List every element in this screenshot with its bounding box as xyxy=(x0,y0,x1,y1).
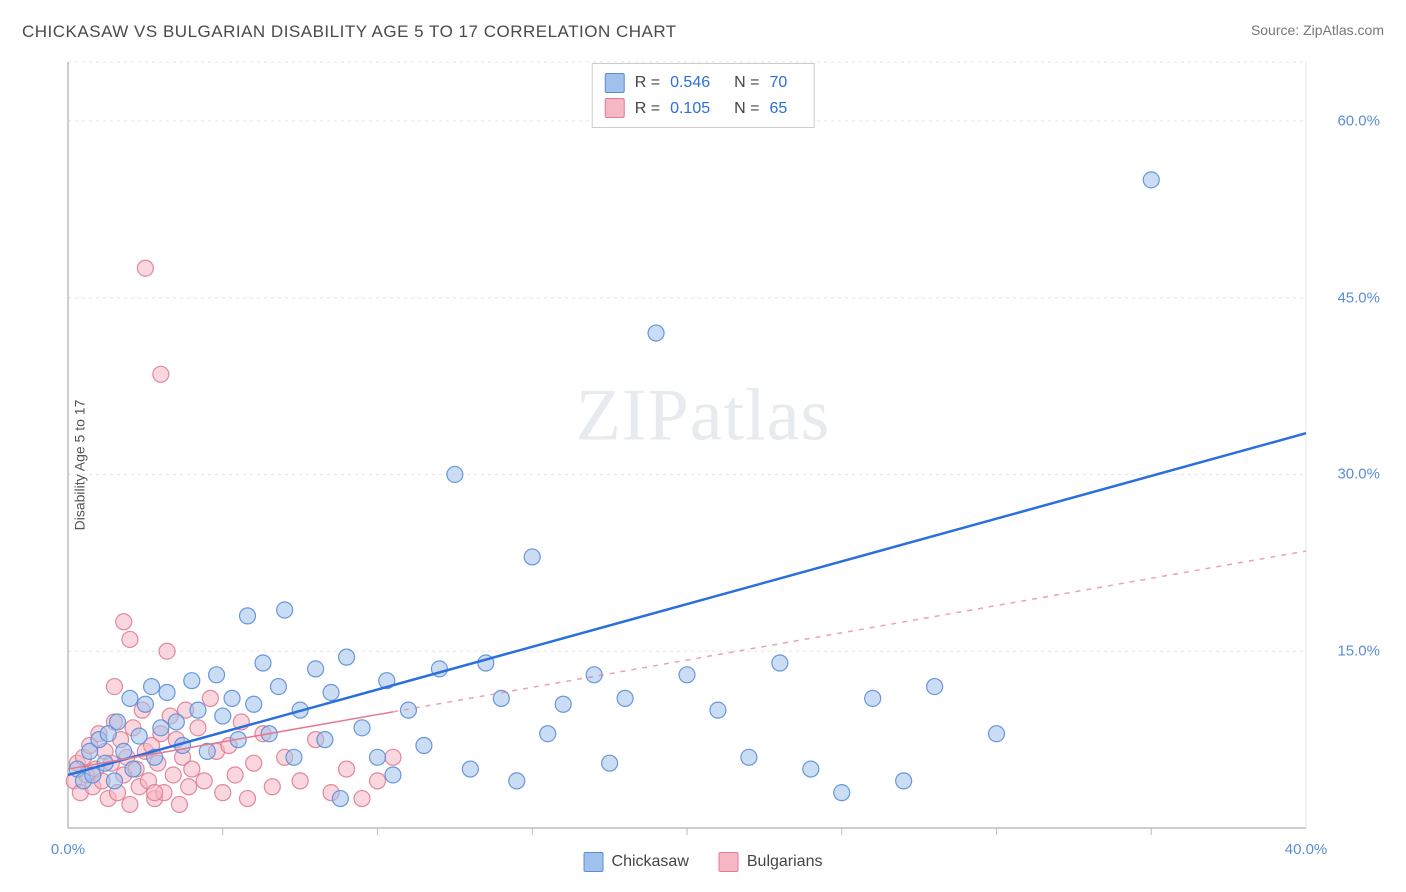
n-label: N = xyxy=(734,70,759,96)
legend-item-chickasaw: Chickasaw xyxy=(584,852,689,872)
y-tick-label: 30.0% xyxy=(1337,466,1380,483)
n-label: N = xyxy=(734,96,759,122)
n-value-chickasaw: 70 xyxy=(769,70,787,96)
r-label: R = xyxy=(635,70,660,96)
source-label: Source: xyxy=(1251,22,1299,38)
swatch-bulgarians xyxy=(719,852,739,872)
source-name: ZipAtlas.com xyxy=(1303,22,1384,38)
source-attribution: Source: ZipAtlas.com xyxy=(1251,22,1384,38)
legend-label-chickasaw: Chickasaw xyxy=(612,853,689,871)
stats-legend: R = 0.546 N = 70 R = 0.105 N = 65 xyxy=(592,63,815,128)
y-tick-label: 45.0% xyxy=(1337,289,1380,306)
y-tick-label: 60.0% xyxy=(1337,112,1380,129)
chart-container: Disability Age 5 to 17 ZIPatlas R = 0.54… xyxy=(20,58,1386,872)
n-value-bulgarians: 65 xyxy=(769,96,787,122)
chart-title: CHICKASAW VS BULGARIAN DISABILITY AGE 5 … xyxy=(22,22,677,42)
swatch-bulgarians xyxy=(605,98,625,118)
swatch-chickasaw xyxy=(584,852,604,872)
legend-item-bulgarians: Bulgarians xyxy=(719,852,823,872)
scatter-plot xyxy=(20,58,1386,872)
y-tick-label: 15.0% xyxy=(1337,643,1380,660)
r-value-chickasaw: 0.546 xyxy=(670,70,710,96)
legend-label-bulgarians: Bulgarians xyxy=(747,853,823,871)
stats-row-bulgarians: R = 0.105 N = 65 xyxy=(605,96,802,122)
r-value-bulgarians: 0.105 xyxy=(670,96,710,122)
y-axis-label: Disability Age 5 to 17 xyxy=(71,400,87,531)
swatch-chickasaw xyxy=(605,73,625,93)
x-tick-label: 40.0% xyxy=(1285,841,1328,858)
series-legend: Chickasaw Bulgarians xyxy=(584,852,823,872)
stats-row-chickasaw: R = 0.546 N = 70 xyxy=(605,70,802,96)
x-tick-label: 0.0% xyxy=(51,841,85,858)
r-label: R = xyxy=(635,96,660,122)
